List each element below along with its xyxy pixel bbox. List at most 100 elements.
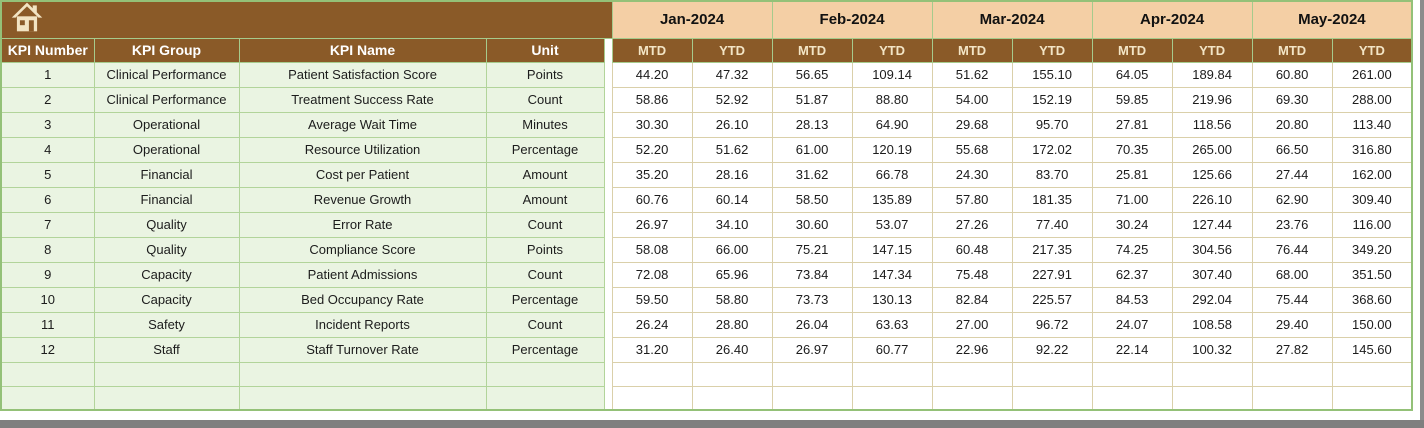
value-cell[interactable]: 70.35 xyxy=(1091,136,1173,163)
kpi-name-cell[interactable]: Staff Turnover Rate xyxy=(238,336,487,363)
kpi-group-cell[interactable]: Financial xyxy=(93,161,240,188)
unit-cell[interactable]: Percentage xyxy=(485,136,605,163)
value-cell[interactable]: 58.80 xyxy=(691,286,773,313)
empty-cell[interactable] xyxy=(1251,361,1333,387)
empty-cell[interactable] xyxy=(1171,385,1253,411)
empty-cell[interactable] xyxy=(238,361,487,387)
value-cell[interactable]: 27.44 xyxy=(1251,161,1333,188)
kpi-name-cell[interactable]: Average Wait Time xyxy=(238,111,487,138)
value-cell[interactable]: 44.20 xyxy=(611,61,693,88)
value-cell[interactable]: 22.96 xyxy=(931,336,1013,363)
home-button[interactable] xyxy=(10,2,44,32)
empty-cell[interactable] xyxy=(1251,385,1333,411)
kpi-number-cell[interactable]: 8 xyxy=(0,236,95,263)
value-cell[interactable]: 27.00 xyxy=(931,311,1013,338)
kpi-name-cell[interactable]: Resource Utilization xyxy=(238,136,487,163)
kpi-number-cell[interactable]: 10 xyxy=(0,286,95,313)
empty-cell[interactable] xyxy=(691,385,773,411)
value-cell[interactable]: 26.24 xyxy=(611,311,693,338)
kpi-group-cell[interactable]: Quality xyxy=(93,211,240,238)
empty-cell[interactable] xyxy=(1331,361,1413,387)
empty-cell[interactable] xyxy=(771,361,853,387)
empty-cell[interactable] xyxy=(611,385,693,411)
value-cell[interactable]: 51.62 xyxy=(691,136,773,163)
value-cell[interactable]: 25.81 xyxy=(1091,161,1173,188)
value-cell[interactable]: 56.65 xyxy=(771,61,853,88)
value-cell[interactable]: 28.80 xyxy=(691,311,773,338)
value-cell[interactable]: 29.68 xyxy=(931,111,1013,138)
unit-cell[interactable]: Points xyxy=(485,236,605,263)
value-cell[interactable]: 35.20 xyxy=(611,161,693,188)
kpi-group-cell[interactable]: Staff xyxy=(93,336,240,363)
kpi-number-cell[interactable]: 6 xyxy=(0,186,95,213)
unit-cell[interactable]: Amount xyxy=(485,161,605,188)
value-cell[interactable]: 59.85 xyxy=(1091,86,1173,113)
value-cell[interactable]: 62.37 xyxy=(1091,261,1173,288)
value-cell[interactable]: 135.89 xyxy=(851,186,933,213)
value-cell[interactable]: 351.50 xyxy=(1331,261,1413,288)
value-cell[interactable]: 28.16 xyxy=(691,161,773,188)
value-cell[interactable]: 24.30 xyxy=(931,161,1013,188)
value-cell[interactable]: 66.00 xyxy=(691,236,773,263)
value-cell[interactable]: 74.25 xyxy=(1091,236,1173,263)
kpi-number-cell[interactable]: 7 xyxy=(0,211,95,238)
unit-cell[interactable]: Percentage xyxy=(485,336,605,363)
value-cell[interactable]: 96.72 xyxy=(1011,311,1093,338)
empty-cell[interactable] xyxy=(691,361,773,387)
unit-cell[interactable]: Count xyxy=(485,311,605,338)
value-cell[interactable]: 72.08 xyxy=(611,261,693,288)
value-cell[interactable]: 130.13 xyxy=(851,286,933,313)
value-cell[interactable]: 75.21 xyxy=(771,236,853,263)
value-cell[interactable]: 181.35 xyxy=(1011,186,1093,213)
value-cell[interactable]: 109.14 xyxy=(851,61,933,88)
value-cell[interactable]: 51.62 xyxy=(931,61,1013,88)
value-cell[interactable]: 58.50 xyxy=(771,186,853,213)
value-cell[interactable]: 64.90 xyxy=(851,111,933,138)
value-cell[interactable]: 147.34 xyxy=(851,261,933,288)
kpi-number-cell[interactable]: 3 xyxy=(0,111,95,138)
value-cell[interactable]: 307.40 xyxy=(1171,261,1253,288)
value-cell[interactable]: 69.30 xyxy=(1251,86,1333,113)
kpi-name-cell[interactable]: Compliance Score xyxy=(238,236,487,263)
value-cell[interactable]: 60.76 xyxy=(611,186,693,213)
value-cell[interactable]: 217.35 xyxy=(1011,236,1093,263)
empty-cell[interactable] xyxy=(93,385,240,411)
empty-cell[interactable] xyxy=(931,361,1013,387)
value-cell[interactable]: 57.80 xyxy=(931,186,1013,213)
empty-cell[interactable] xyxy=(931,385,1013,411)
kpi-number-cell[interactable]: 11 xyxy=(0,311,95,338)
value-cell[interactable]: 29.40 xyxy=(1251,311,1333,338)
kpi-name-cell[interactable]: Revenue Growth xyxy=(238,186,487,213)
unit-cell[interactable]: Minutes xyxy=(485,111,605,138)
kpi-group-cell[interactable]: Safety xyxy=(93,311,240,338)
empty-cell[interactable] xyxy=(771,385,853,411)
value-cell[interactable]: 26.04 xyxy=(771,311,853,338)
value-cell[interactable]: 59.50 xyxy=(611,286,693,313)
value-cell[interactable]: 113.40 xyxy=(1331,111,1413,138)
kpi-group-cell[interactable]: Capacity xyxy=(93,261,240,288)
value-cell[interactable]: 116.00 xyxy=(1331,211,1413,238)
value-cell[interactable]: 127.44 xyxy=(1171,211,1253,238)
kpi-number-cell[interactable]: 12 xyxy=(0,336,95,363)
kpi-number-cell[interactable]: 1 xyxy=(0,61,95,88)
value-cell[interactable]: 75.48 xyxy=(931,261,1013,288)
unit-cell[interactable]: Count xyxy=(485,211,605,238)
kpi-group-cell[interactable]: Operational xyxy=(93,111,240,138)
value-cell[interactable]: 349.20 xyxy=(1331,236,1413,263)
kpi-name-cell[interactable]: Patient Satisfaction Score xyxy=(238,61,487,88)
empty-cell[interactable] xyxy=(1011,361,1093,387)
value-cell[interactable]: 83.70 xyxy=(1011,161,1093,188)
value-cell[interactable]: 65.96 xyxy=(691,261,773,288)
value-cell[interactable]: 20.80 xyxy=(1251,111,1333,138)
empty-cell[interactable] xyxy=(485,385,605,411)
value-cell[interactable]: 47.32 xyxy=(691,61,773,88)
value-cell[interactable]: 60.80 xyxy=(1251,61,1333,88)
value-cell[interactable]: 75.44 xyxy=(1251,286,1333,313)
empty-cell[interactable] xyxy=(1091,385,1173,411)
empty-cell[interactable] xyxy=(611,361,693,387)
value-cell[interactable]: 30.60 xyxy=(771,211,853,238)
value-cell[interactable]: 292.04 xyxy=(1171,286,1253,313)
empty-cell[interactable] xyxy=(1171,361,1253,387)
value-cell[interactable]: 31.20 xyxy=(611,336,693,363)
value-cell[interactable]: 64.05 xyxy=(1091,61,1173,88)
